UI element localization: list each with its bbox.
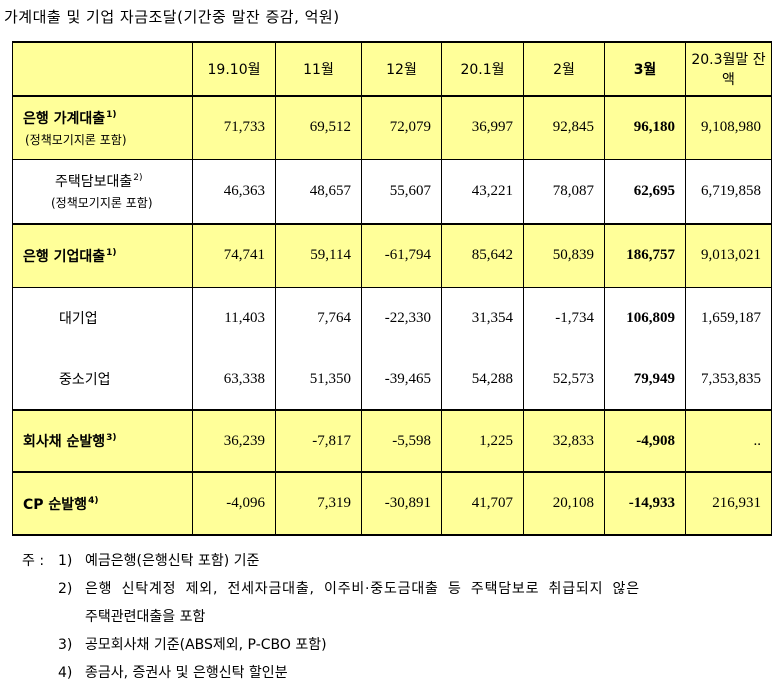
table-cell: 74,741 xyxy=(192,223,276,287)
table-cell: 106,809 xyxy=(604,286,686,349)
header-cell: 20.1월 xyxy=(441,41,524,97)
header-cell: 19.10월 xyxy=(192,41,276,97)
footnote-text: 종금사, 증권사 및 은행신탁 할인분 xyxy=(85,665,288,681)
footnote-text: 은행 신탁계정 제외, 전세자금대출, 이주비·중도금대출 등 주택담보로 취급… xyxy=(85,581,640,597)
table-cell: 36,997 xyxy=(441,96,524,159)
table-cell: -39,465 xyxy=(361,349,442,410)
table-cell: 43,221 xyxy=(441,158,524,224)
table-row: 중소기업 63,338 51,350 -39,465 54,288 52,573… xyxy=(12,349,772,410)
table-cell: 7,764 xyxy=(275,286,362,349)
table-cell: 55,607 xyxy=(361,158,442,224)
footnote-text: 주택관련대출을 포함 xyxy=(85,609,206,625)
footnote-number: 4) xyxy=(58,665,73,681)
footnote-prefix: 주 : xyxy=(22,553,45,569)
footnote-text: 공모회사채 기준(ABS제외, P-CBO 포함) xyxy=(85,637,327,653)
table-cell: 71,733 xyxy=(192,96,276,159)
table-cell: 92,845 xyxy=(523,96,605,159)
table-row: 은행 기업대출1) 74,741 59,114 -61,794 85,642 5… xyxy=(12,223,772,287)
row-label: 은행 가계대출1) (정책모기지론 포함) xyxy=(12,96,193,159)
table-cell: 9,108,980 xyxy=(685,96,772,159)
table-cell: 6,719,858 xyxy=(685,158,772,224)
table-cell: 79,949 xyxy=(604,349,686,410)
footnote-number: 3) xyxy=(58,637,73,653)
table-cell: 32,833 xyxy=(523,409,605,472)
table-cell: 62,695 xyxy=(604,158,686,224)
header-cell: 20.3월말 잔액 xyxy=(685,41,772,97)
table-cell: 31,354 xyxy=(441,286,524,349)
row-label: 주택담보대출2) (정책모기지론 포함) xyxy=(12,158,193,224)
loan-table: 19.10월 11월 12월 20.1월 2월 3월 20.3월말 잔액 은행 … xyxy=(12,41,772,536)
table-cell: 7,353,835 xyxy=(685,349,772,410)
table-row: 대기업 11,403 7,764 -22,330 31,354 -1,734 1… xyxy=(12,286,772,349)
table-cell: 1,659,187 xyxy=(685,286,772,349)
table-cell: 51,350 xyxy=(275,349,362,410)
table-cell: -4,096 xyxy=(192,471,276,536)
row-label: 대기업 xyxy=(12,286,193,349)
footnote-number: 1) xyxy=(58,553,73,569)
table-cell: 96,180 xyxy=(604,96,686,159)
table-cell: 7,319 xyxy=(275,471,362,536)
table-cell: -30,891 xyxy=(361,471,442,536)
header-cell: 11월 xyxy=(275,41,362,97)
footnote-number: 2) xyxy=(58,581,73,597)
table-cell: -1,734 xyxy=(523,286,605,349)
table-cell: -5,598 xyxy=(361,409,442,472)
table-cell: 20,108 xyxy=(523,471,605,536)
header-row: 19.10월 11월 12월 20.1월 2월 3월 20.3월말 잔액 xyxy=(12,41,772,97)
table-cell: 1,225 xyxy=(441,409,524,472)
table-cell: -7,817 xyxy=(275,409,362,472)
table-cell: 59,114 xyxy=(275,223,362,287)
row-label: 회사채 순발행3) xyxy=(12,409,193,472)
table-title: 가계대출 및 기업 자금조달(기간중 말잔 증감, 억원) xyxy=(4,8,340,26)
header-cell: 12월 xyxy=(361,41,442,97)
row-label: 중소기업 xyxy=(12,349,193,410)
table-cell: 36,239 xyxy=(192,409,276,472)
table-cell: -22,330 xyxy=(361,286,442,349)
table-cell: 63,338 xyxy=(192,349,276,410)
table-row: 회사채 순발행3) 36,239 -7,817 -5,598 1,225 32,… xyxy=(12,409,772,472)
header-cell: 3월 xyxy=(604,41,686,97)
table-cell: 41,707 xyxy=(441,471,524,536)
row-label: 은행 기업대출1) xyxy=(12,223,193,287)
table-cell: 48,657 xyxy=(275,158,362,224)
table-row: CP 순발행4) -4,096 7,319 -30,891 41,707 20,… xyxy=(12,471,772,536)
table-row: 주택담보대출2) (정책모기지론 포함) 46,363 48,657 55,607… xyxy=(12,158,772,224)
footnote-text: 예금은행(은행신탁 포함) 기준 xyxy=(85,553,260,569)
table-cell: .. xyxy=(685,409,772,472)
table-cell: 186,757 xyxy=(604,223,686,287)
table-cell: -4,908 xyxy=(604,409,686,472)
table-cell: 46,363 xyxy=(192,158,276,224)
table-cell: 11,403 xyxy=(192,286,276,349)
header-cell xyxy=(12,41,193,97)
table-cell: 54,288 xyxy=(441,349,524,410)
table-cell: 52,573 xyxy=(523,349,605,410)
table-cell: 50,839 xyxy=(523,223,605,287)
table-cell: 9,013,021 xyxy=(685,223,772,287)
table-cell: 72,079 xyxy=(361,96,442,159)
table-cell: -61,794 xyxy=(361,223,442,287)
table-cell: 69,512 xyxy=(275,96,362,159)
table-cell: 85,642 xyxy=(441,223,524,287)
row-label: CP 순발행4) xyxy=(12,471,193,536)
table-cell: 216,931 xyxy=(685,471,772,536)
header-cell: 2월 xyxy=(523,41,605,97)
table-cell: -14,933 xyxy=(604,471,686,536)
table-cell: 78,087 xyxy=(523,158,605,224)
table-row: 은행 가계대출1) (정책모기지론 포함) 71,733 69,512 72,07… xyxy=(12,96,772,159)
